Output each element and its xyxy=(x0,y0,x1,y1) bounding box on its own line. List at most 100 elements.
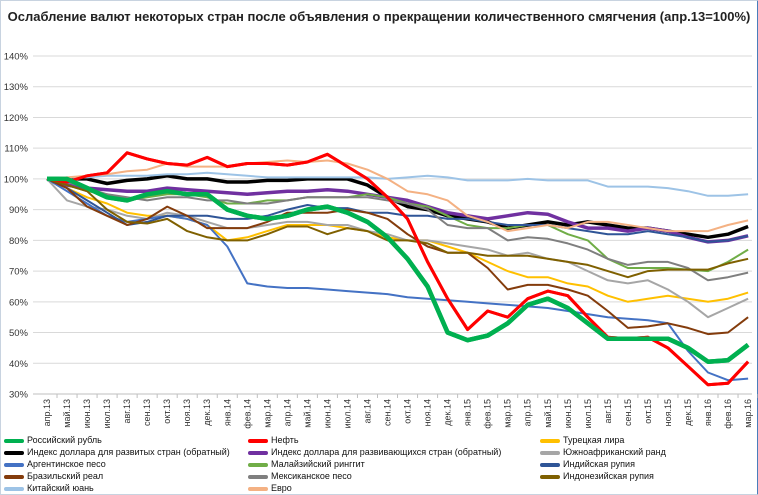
legend-swatch xyxy=(248,438,268,443)
x-tick-label: авг.15 xyxy=(603,399,613,423)
legend-label: Малайзийский ринггит xyxy=(271,459,365,469)
x-tick-label: фев.14 xyxy=(242,399,252,429)
x-tick-label: янв.14 xyxy=(222,399,232,426)
legend-swatch xyxy=(248,474,268,479)
legend-swatch xyxy=(248,450,268,455)
series-line-11 xyxy=(46,177,749,279)
x-tick-label: апр.15 xyxy=(523,399,533,426)
x-tick-label: мар.15 xyxy=(503,399,513,428)
legend-label: Индонезийская рупия xyxy=(563,471,654,481)
series-line-5 xyxy=(46,178,749,319)
legend-swatch xyxy=(4,450,24,455)
y-tick-label: 80% xyxy=(9,236,29,247)
legend-swatch xyxy=(4,462,24,467)
x-tick-label: июл.15 xyxy=(583,399,593,428)
x-tick-label: дек.13 xyxy=(202,399,212,426)
series-line-7 xyxy=(46,177,749,273)
legend-item: Индекс доллара для развитых стран (обрат… xyxy=(4,447,230,458)
y-tick-label: 70% xyxy=(9,267,29,278)
x-tick-label: авг.14 xyxy=(362,399,372,423)
x-tick-label: окт.13 xyxy=(162,399,172,424)
x-tick-label: июн.15 xyxy=(563,399,573,428)
y-tick-label: 50% xyxy=(9,328,29,339)
x-tick-label: сен.13 xyxy=(142,399,152,426)
legend-swatch xyxy=(248,486,268,491)
x-tick-label: май.14 xyxy=(302,399,312,428)
legend-swatch xyxy=(540,474,560,479)
legend-label: Индекс доллара для развитых стран (обрат… xyxy=(27,447,230,457)
legend-swatch xyxy=(4,438,24,443)
x-tick-label: мар.14 xyxy=(262,399,272,428)
legend-swatch xyxy=(4,486,24,491)
y-tick-label: 40% xyxy=(9,359,29,370)
y-tick-label: 130% xyxy=(4,82,29,93)
legend-label: Китайский юань xyxy=(27,483,94,493)
legend-swatch xyxy=(4,474,24,479)
legend-label: Нефть xyxy=(271,435,299,445)
series-line-9 xyxy=(46,177,749,336)
x-tick-label: фев.16 xyxy=(723,399,733,429)
legend-item: Аргентинское песо xyxy=(4,459,106,470)
x-tick-label: янв.16 xyxy=(703,399,713,426)
x-tick-label: ноя.14 xyxy=(423,399,433,426)
y-tick-label: 110% xyxy=(4,144,28,155)
legend-swatch xyxy=(540,450,560,455)
legend-label: Бразильский реал xyxy=(27,471,104,481)
legend-label: Южноафриканский ранд xyxy=(563,447,666,457)
x-tick-label: окт.15 xyxy=(643,399,653,424)
series-line-12 xyxy=(46,171,749,197)
x-tick-label: дек.15 xyxy=(683,399,693,426)
x-tick-label: сен.15 xyxy=(623,399,633,426)
chart-title: Ослабление валют некоторых стран после о… xyxy=(7,9,751,24)
y-tick-label: 140% xyxy=(4,52,29,63)
x-tick-label: мар.16 xyxy=(743,399,753,428)
legend-label: Индекс доллара для развивающихся стран (… xyxy=(271,447,502,457)
x-tick-label: апр.13 xyxy=(42,399,52,426)
x-tick-label: июл.13 xyxy=(102,399,112,428)
y-tick-label: 120% xyxy=(4,113,29,124)
x-tick-label: июн.14 xyxy=(322,399,332,428)
x-tick-label: май.15 xyxy=(543,399,553,428)
y-tick-label: 90% xyxy=(9,205,29,216)
legend-label: Турецкая лира xyxy=(563,435,625,445)
series-line-13 xyxy=(46,159,749,233)
legend-item: Российский рубль xyxy=(4,435,102,446)
series-line-0-top xyxy=(47,176,750,364)
legend-label: Евро xyxy=(271,483,292,493)
x-tick-label: ноя.13 xyxy=(182,399,192,426)
x-tick-label: дек.14 xyxy=(443,399,453,426)
legend-swatch xyxy=(540,462,560,467)
y-tick-label: 60% xyxy=(9,297,29,308)
legend-item: Евро xyxy=(248,483,292,494)
x-tick-label: июн.13 xyxy=(82,399,92,428)
x-tick-label: авг.13 xyxy=(122,399,132,423)
y-tick-label: 100% xyxy=(4,174,29,185)
legend-label: Аргентинское песо xyxy=(27,459,106,469)
legend-item: Индекс доллара для развивающихся стран (… xyxy=(248,447,501,458)
x-tick-label: окт.14 xyxy=(403,399,413,424)
x-tick-label: май.13 xyxy=(62,399,72,428)
legend-item: Мексиканское песо xyxy=(248,471,352,482)
legend-item: Китайский юань xyxy=(4,483,94,494)
legend-item: Южноафриканский ранд xyxy=(540,447,666,458)
legend-item: Индийская рупия xyxy=(540,459,635,470)
x-tick-label: сен.14 xyxy=(383,399,393,426)
legend-label: Индийская рупия xyxy=(563,459,635,469)
legend-item: Индонезийская рупия xyxy=(540,471,654,482)
legend-item: Турецкая лира xyxy=(540,435,624,446)
series-line-10 xyxy=(46,177,749,282)
legend-item: Бразильский реал xyxy=(4,471,103,482)
x-tick-label: ноя.15 xyxy=(663,399,673,426)
legend-item: Малайзийский ринггит xyxy=(248,459,365,470)
x-tick-label: апр.14 xyxy=(282,399,292,426)
legend-label: Российский рубль xyxy=(27,435,102,445)
x-tick-label: фев.15 xyxy=(483,399,493,429)
x-tick-label: июл.14 xyxy=(342,399,352,428)
legend-swatch xyxy=(248,462,268,467)
series-line-4 xyxy=(46,177,749,244)
y-tick-label: 30% xyxy=(9,390,29,401)
legend-item: Нефть xyxy=(248,435,299,446)
legend-swatch xyxy=(540,438,560,443)
x-tick-label: янв.15 xyxy=(463,399,473,426)
